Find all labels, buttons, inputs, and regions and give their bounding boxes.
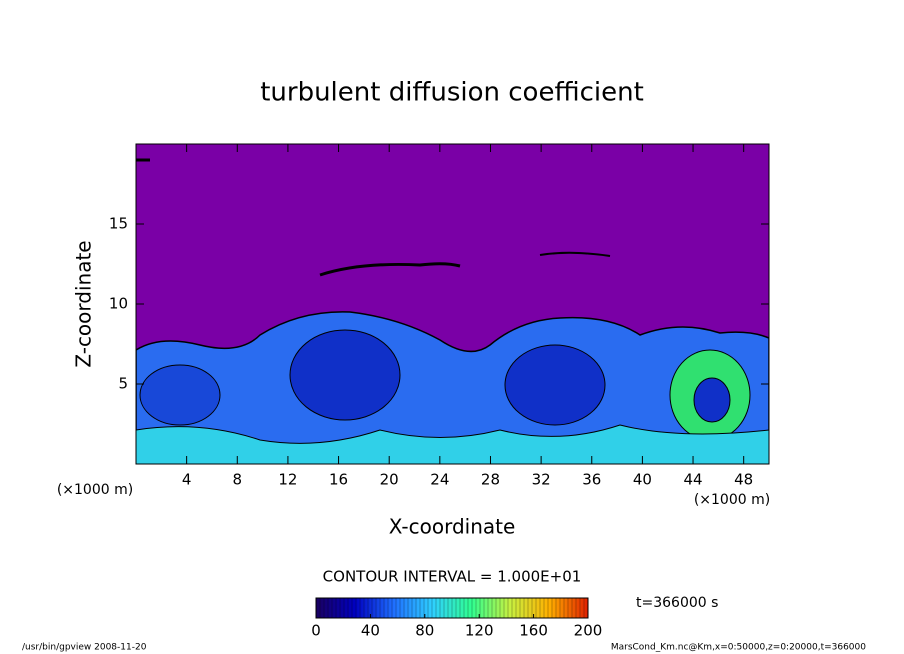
colorbar-title: CONTOUR INTERVAL = 1.000E+01 bbox=[323, 568, 582, 586]
x-tick-label: 36 bbox=[582, 471, 601, 489]
x-tick-label: 12 bbox=[278, 471, 297, 489]
x-tick-label: 4 bbox=[182, 471, 192, 489]
x-tick-label: 24 bbox=[430, 471, 449, 489]
colorbar-tick-label: 160 bbox=[519, 622, 548, 640]
eddy bbox=[693, 377, 731, 423]
x-tick-label: 16 bbox=[329, 471, 348, 489]
footer-left: /usr/bin/gpview 2008-11-20 bbox=[22, 643, 147, 653]
surface-layer bbox=[136, 424, 769, 464]
time-label: t=366000 s bbox=[636, 595, 718, 611]
x-axis-label: X-coordinate bbox=[389, 515, 516, 539]
turbulent-layer bbox=[136, 311, 769, 464]
colorbar-tick-label: 0 bbox=[311, 622, 321, 640]
x-tick-label: 48 bbox=[734, 471, 753, 489]
cloud-contour bbox=[319, 262, 461, 277]
y-tick-label: 5 bbox=[118, 375, 128, 393]
cloud-contour bbox=[539, 251, 611, 257]
x-tick-label: 20 bbox=[380, 471, 399, 489]
x-tick-label: 8 bbox=[233, 471, 243, 489]
x-unit: (×1000 m) bbox=[57, 482, 133, 498]
x-tick-label: 44 bbox=[683, 471, 702, 489]
y-axis-label: Z-coordinate bbox=[72, 240, 96, 367]
colorbar-tick-label: 200 bbox=[574, 622, 603, 640]
y-tick-label: 10 bbox=[109, 295, 128, 313]
colorbar-tick-label: 80 bbox=[415, 622, 434, 640]
footer-right: MarsCond_Km.nc@Km,x=0:50000,z=0:20000,t=… bbox=[611, 643, 866, 653]
x-unit: (×1000 m) bbox=[694, 492, 770, 508]
colorbar-tick-label: 40 bbox=[361, 622, 380, 640]
x-tick-label: 32 bbox=[532, 471, 551, 489]
y-tick-label: 15 bbox=[109, 215, 128, 233]
x-tick-label: 28 bbox=[481, 471, 500, 489]
field bbox=[136, 158, 769, 464]
eddy bbox=[289, 329, 401, 421]
eddy bbox=[139, 364, 221, 426]
chart-title: turbulent diffusion coefficient bbox=[260, 78, 644, 108]
eddy bbox=[504, 344, 606, 426]
x-tick-label: 40 bbox=[633, 471, 652, 489]
colorbar-tick-label: 120 bbox=[465, 622, 494, 640]
